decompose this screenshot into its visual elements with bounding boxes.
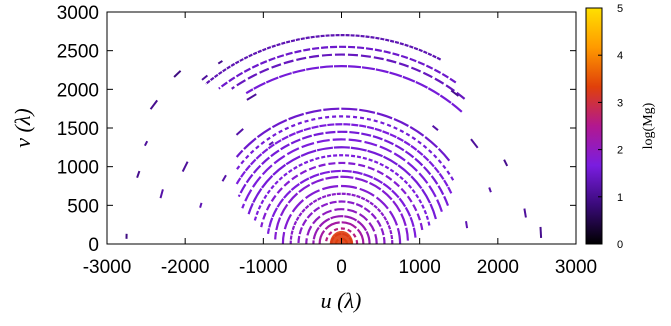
uv-segment [431,125,439,131]
uv-track [205,34,442,85]
uv-segment [217,60,223,65]
plot-area [125,34,543,244]
uv-track [318,221,365,244]
colorbar-tick-label: 0 [617,239,623,251]
x-tick-label: -3000 [83,257,132,278]
uv-track [237,130,450,206]
uv-track [305,208,378,244]
uv-track [245,65,463,113]
uv-track [235,107,451,162]
x-tick-label: 2000 [477,257,519,278]
colorbar [585,7,603,245]
uv-segment [503,159,509,167]
uv-track [266,169,417,238]
y-tick-label: 1500 [57,119,99,140]
colorbar-tick-label: 5 [617,3,623,15]
uv-segment [221,174,227,182]
colorbar-tick-label: 3 [617,97,623,109]
uv-segment [539,226,543,238]
y-tick-label: 1000 [57,158,99,179]
uv-track [274,175,409,241]
uv-track [231,53,466,100]
uv-track [297,200,386,244]
uv-segment [181,161,189,173]
colorbar-tick-label: 4 [617,50,623,62]
uv-track [312,215,371,244]
x-axis-title: u (λ) [321,288,362,313]
x-tick-label: 0 [336,257,347,278]
uv-segment [144,140,149,147]
uv-core [329,230,354,244]
uv-segment [136,170,141,179]
uv-segment [465,221,469,229]
colorbar-title: log(Mg) [641,102,656,149]
x-axis: -3000 -2000 -1000 0 1000 2000 3000 [83,12,597,278]
x-tick-label: 3000 [555,257,597,278]
y-axis-title: v (λ) [10,108,35,147]
y-tick-label: 2500 [57,42,99,63]
uv-segment [159,189,164,199]
uv-segment [235,128,244,136]
uv-track [281,184,402,244]
uv-track [247,146,437,220]
uv-track [218,45,457,90]
colorbar-axis: 0 1 2 3 4 5 [598,3,623,251]
y-tick-label: 2000 [57,80,99,101]
uv-segment [488,187,492,193]
y-tick-label: 3000 [57,3,99,24]
x-tick-label: 1000 [399,257,441,278]
uv-track [324,227,359,244]
y-axis: 0 500 1000 1500 2000 2500 3000 [57,3,576,256]
uv-segment [470,138,479,149]
uv-segment [450,89,460,97]
uv-segment [149,99,158,110]
x-tick-label: -2000 [161,257,210,278]
y-tick-label: 500 [67,196,99,217]
uv-track [241,138,443,213]
uv-segment [523,208,527,218]
y-tick-label: 0 [88,235,99,256]
colorbar-tick-label: 2 [617,145,623,157]
colorbar-tick-label: 1 [617,192,623,204]
uv-segment [199,202,203,208]
uv-segment [268,141,274,146]
uv-track [289,192,394,244]
uv-segment [173,70,182,78]
x-tick-label: -1000 [239,257,288,278]
uv-segment [201,74,209,81]
uv-segment [246,93,257,101]
uv-track [235,123,453,194]
uv-track [234,115,455,181]
uv-track [260,161,424,231]
